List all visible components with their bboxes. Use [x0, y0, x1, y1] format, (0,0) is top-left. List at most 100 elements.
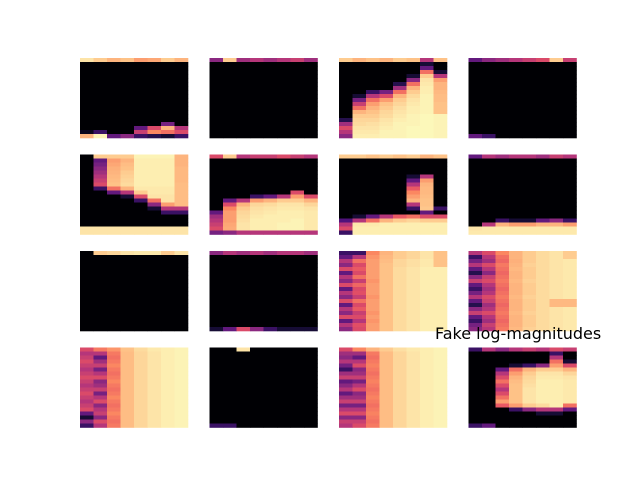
heatmap-cell: [120, 311, 135, 316]
heatmap-cell: [509, 62, 523, 67]
heatmap-cell: [120, 210, 135, 215]
heatmap-cell: [134, 182, 148, 187]
heatmap-cell: [134, 58, 148, 63]
heatmap-cell: [290, 295, 305, 300]
heatmap-cell: [549, 355, 564, 360]
heatmap-cell: [290, 299, 305, 304]
heatmap-cell: [468, 134, 483, 139]
heatmap-cell: [509, 174, 523, 179]
heatmap-cell: [93, 299, 108, 304]
heatmap-cell: [352, 355, 367, 360]
heatmap-cell: [509, 303, 523, 308]
heatmap-cell: [522, 419, 537, 424]
heatmap-cell: [468, 307, 483, 312]
heatmap-cell: [468, 407, 483, 412]
heatmap-cell: [120, 102, 135, 107]
heatmap-cell: [549, 130, 564, 135]
heatmap-cell: [379, 206, 394, 211]
heatmap-cell: [107, 194, 121, 199]
heatmap-cell: [379, 291, 394, 296]
heatmap-cell: [161, 391, 175, 396]
heatmap-cell: [304, 383, 318, 388]
heatmap-cell: [277, 283, 291, 288]
heatmap-cell: [277, 62, 291, 67]
heatmap-cell: [209, 118, 224, 123]
heatmap-cell: [107, 130, 121, 135]
heatmap-cell: [433, 351, 448, 356]
heatmap-cell: [536, 319, 550, 324]
heatmap-cell: [223, 255, 237, 260]
heatmap-cell: [134, 319, 148, 324]
heatmap-cell: [107, 395, 121, 400]
heatmap-cell: [536, 299, 550, 304]
heatmap-cell: [93, 323, 108, 328]
heatmap-cell: [522, 206, 537, 211]
heatmap-cell: [223, 311, 237, 316]
heatmap-cell: [393, 399, 407, 404]
heatmap-cell: [536, 102, 550, 107]
heatmap-cell: [147, 214, 162, 219]
heatmap-cell: [134, 255, 148, 260]
heatmap-cell: [495, 355, 510, 360]
heatmap-cell: [536, 403, 550, 408]
heatmap-cell: [134, 291, 148, 296]
heatmap-cell: [80, 299, 94, 304]
heatmap-cell: [549, 110, 564, 115]
heatmap-cell: [563, 383, 577, 388]
heatmap-cell: [174, 222, 189, 227]
heatmap-cell: [536, 170, 550, 175]
heatmap-cell: [495, 327, 510, 332]
heatmap-cell: [236, 226, 251, 231]
heatmap-cell: [563, 86, 577, 91]
heatmap-cell: [107, 387, 121, 392]
heatmap-cell: [161, 367, 175, 372]
heatmap-cell: [277, 327, 291, 332]
heatmap-cell: [107, 186, 121, 191]
heatmap-cell: [339, 194, 353, 199]
heatmap-cell: [352, 407, 367, 412]
heatmap-cell: [147, 259, 162, 264]
heatmap-cell: [263, 395, 278, 400]
heatmap-cell: [352, 411, 367, 416]
heatmap-cell: [433, 202, 448, 207]
heatmap-cell: [549, 190, 564, 195]
heatmap-cell: [277, 367, 291, 372]
heatmap-cell: [236, 251, 251, 256]
heatmap-cell: [406, 355, 421, 360]
heatmap-cell: [120, 178, 135, 183]
heatmap-cell: [107, 182, 121, 187]
heatmap-cell: [339, 367, 353, 372]
heatmap-cell: [509, 126, 523, 131]
heatmap-cell: [433, 210, 448, 215]
heatmap-cell: [339, 198, 353, 203]
heatmap-cell: [393, 66, 407, 71]
heatmap-cell: [80, 214, 94, 219]
heatmap-cell: [107, 271, 121, 276]
heatmap-cell: [304, 387, 318, 392]
heatmap-cell: [339, 190, 353, 195]
heatmap-cell: [366, 194, 380, 199]
heatmap-cell: [522, 259, 537, 264]
heatmap-cell: [563, 363, 577, 368]
heatmap-cell: [93, 98, 108, 103]
heatmap-cell: [563, 255, 577, 260]
heatmap-cell: [263, 102, 278, 107]
heatmap-cell: [379, 182, 394, 187]
heatmap-cell: [107, 210, 121, 215]
heatmap-cell: [522, 351, 537, 356]
heatmap-cell: [223, 291, 237, 296]
heatmap-cell: [120, 307, 135, 312]
heatmap-cell: [304, 395, 318, 400]
heatmap-cell: [393, 206, 407, 211]
heatmap-cell: [339, 90, 353, 95]
heatmap-cell: [536, 186, 550, 191]
heatmap-cell: [161, 415, 175, 420]
heatmap-cell: [174, 78, 189, 83]
heatmap-cell: [536, 279, 550, 284]
heatmap-cell: [495, 186, 510, 191]
heatmap-cell: [522, 363, 537, 368]
heatmap-cell: [209, 423, 224, 428]
heatmap-cell: [563, 411, 577, 416]
heatmap-cell: [509, 391, 523, 396]
heatmap-cell: [495, 371, 510, 376]
